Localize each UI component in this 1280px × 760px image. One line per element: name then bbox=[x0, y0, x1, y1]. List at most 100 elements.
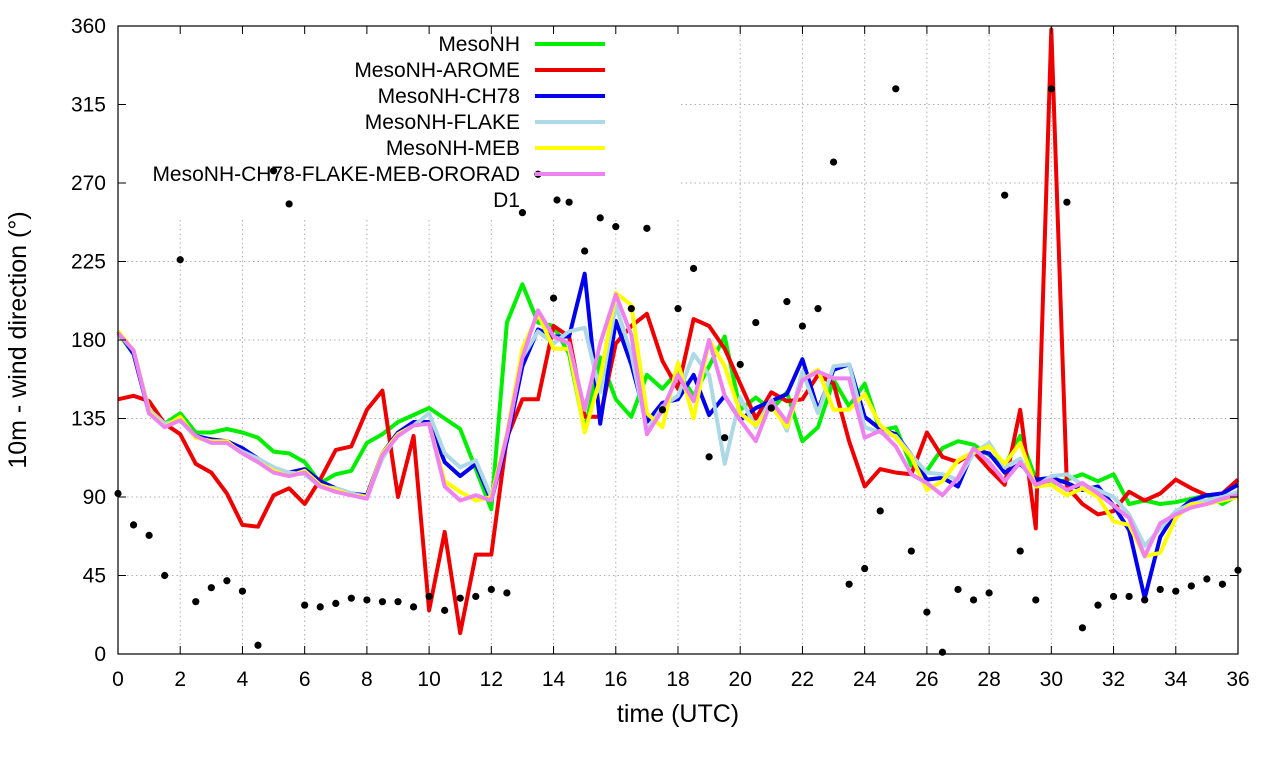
point-d1 bbox=[752, 318, 760, 327]
x-tick-label: 2 bbox=[174, 668, 186, 691]
y-tick-label: 270 bbox=[71, 172, 106, 195]
y-axis-label: 10m - wind direction (°) bbox=[4, 211, 32, 468]
point-d1 bbox=[409, 603, 418, 611]
point-d1 bbox=[487, 585, 495, 594]
point-d1 bbox=[238, 587, 247, 595]
x-tick-label: 18 bbox=[666, 668, 689, 691]
x-tick-label: 26 bbox=[915, 668, 938, 691]
point-d1 bbox=[1172, 587, 1180, 595]
series-lines bbox=[116, 27, 1240, 636]
y-tick-label: 90 bbox=[83, 486, 106, 509]
legend-label-mesonh-meb: MesoNH-MEB bbox=[386, 137, 520, 160]
point-d1 bbox=[643, 224, 651, 232]
point-d1 bbox=[285, 200, 293, 208]
point-d1 bbox=[549, 294, 558, 302]
point-d1 bbox=[596, 214, 604, 222]
y-tick-label: 45 bbox=[83, 565, 106, 588]
point-d1 bbox=[736, 360, 744, 369]
point-d1 bbox=[1032, 596, 1040, 604]
legend: MesoNH MesoNH-AROME MesoNH-CH78 MesoNH-FLAK… bbox=[152, 33, 605, 212]
series-line-mesonh-arome bbox=[117, 27, 1240, 636]
series-line-mesonh-flake bbox=[116, 303, 1239, 548]
point-d1 bbox=[798, 322, 807, 330]
legend-label-mesonh-arome: MesoNH-AROME bbox=[354, 59, 520, 82]
point-d1 bbox=[612, 223, 620, 231]
y-tick-label: 135 bbox=[71, 408, 106, 431]
point-d1 bbox=[254, 641, 262, 649]
y-tick-label: 180 bbox=[71, 329, 106, 352]
point-d1 bbox=[161, 571, 169, 580]
point-d1 bbox=[378, 598, 387, 606]
point-d1 bbox=[441, 606, 449, 614]
point-d1 bbox=[565, 198, 573, 206]
point-d1 bbox=[861, 564, 869, 573]
point-d1 bbox=[503, 589, 511, 597]
x-axis-ticks: 0 2 4 6 8 10 12 14 16 18 20 22 24 26 28 30 32 34 36 bbox=[112, 26, 1250, 691]
series-line-mesonh-ch78-flake-meb-ororad bbox=[116, 292, 1239, 559]
point-d1 bbox=[985, 589, 993, 597]
point-d1 bbox=[705, 453, 713, 461]
point-d1 bbox=[1125, 592, 1133, 601]
point-d1 bbox=[1001, 191, 1009, 199]
y-tick-label: 360 bbox=[71, 15, 106, 38]
x-tick-label: 28 bbox=[977, 668, 1000, 691]
point-d1 bbox=[814, 305, 822, 313]
point-d1 bbox=[1218, 580, 1227, 588]
point-d1 bbox=[923, 608, 931, 616]
x-tick-label: 34 bbox=[1164, 668, 1188, 691]
legend-label-mesonh-flake: MesoNH-FLAKE bbox=[365, 111, 520, 134]
y-tick-label: 315 bbox=[71, 94, 106, 117]
x-tick-label: 32 bbox=[1102, 668, 1125, 691]
point-d1 bbox=[658, 406, 667, 414]
x-tick-label: 30 bbox=[1040, 668, 1063, 691]
point-d1 bbox=[394, 598, 402, 606]
point-d1 bbox=[129, 521, 138, 529]
point-d1 bbox=[938, 648, 947, 656]
point-d1 bbox=[1094, 601, 1102, 609]
point-d1 bbox=[627, 305, 635, 313]
x-tick-label: 10 bbox=[417, 668, 440, 691]
point-d1 bbox=[1016, 547, 1024, 555]
point-d1 bbox=[223, 577, 231, 585]
point-d1 bbox=[954, 585, 962, 594]
x-axis-label: time (UTC) bbox=[617, 700, 739, 728]
legend-label-d1: D1 bbox=[493, 189, 520, 212]
point-d1 bbox=[363, 596, 371, 604]
point-d1 bbox=[689, 264, 698, 273]
point-d1 bbox=[845, 580, 853, 588]
point-d1 bbox=[1203, 575, 1211, 583]
series-line-mesonh-meb bbox=[116, 290, 1239, 559]
grid bbox=[118, 26, 1238, 654]
legend-swatch-d1 bbox=[553, 196, 561, 204]
point-d1 bbox=[829, 158, 838, 166]
point-d1 bbox=[1156, 585, 1164, 594]
x-tick-label: 14 bbox=[542, 668, 566, 691]
point-d1 bbox=[1141, 596, 1149, 604]
point-d1 bbox=[316, 603, 324, 611]
y-axis-ticks: 0 45 90 135 180 225 270 315 360 bbox=[71, 15, 1238, 666]
point-d1 bbox=[1063, 198, 1071, 206]
point-d1 bbox=[332, 599, 340, 608]
x-tick-label: 8 bbox=[361, 668, 373, 691]
point-d1 bbox=[1078, 624, 1087, 632]
y-tick-label: 225 bbox=[71, 251, 106, 274]
point-d1 bbox=[969, 596, 978, 604]
legend-label-mesonh-ch78: MesoNH-CH78 bbox=[378, 85, 520, 108]
x-tick-label: 0 bbox=[112, 668, 124, 691]
point-d1 bbox=[207, 584, 215, 592]
y-tick-label: 0 bbox=[94, 643, 106, 666]
point-d1 bbox=[721, 434, 729, 442]
x-tick-label: 20 bbox=[729, 668, 752, 691]
point-d1 bbox=[425, 592, 433, 601]
x-tick-label: 36 bbox=[1226, 668, 1249, 691]
x-tick-label: 16 bbox=[604, 668, 627, 691]
point-d1 bbox=[472, 592, 480, 601]
point-d1 bbox=[192, 598, 200, 606]
point-d1 bbox=[1109, 592, 1118, 601]
x-tick-label: 12 bbox=[480, 668, 503, 691]
x-tick-label: 4 bbox=[237, 668, 249, 691]
point-d1 bbox=[518, 209, 527, 217]
point-d1 bbox=[269, 167, 278, 175]
point-d1 bbox=[907, 547, 915, 555]
